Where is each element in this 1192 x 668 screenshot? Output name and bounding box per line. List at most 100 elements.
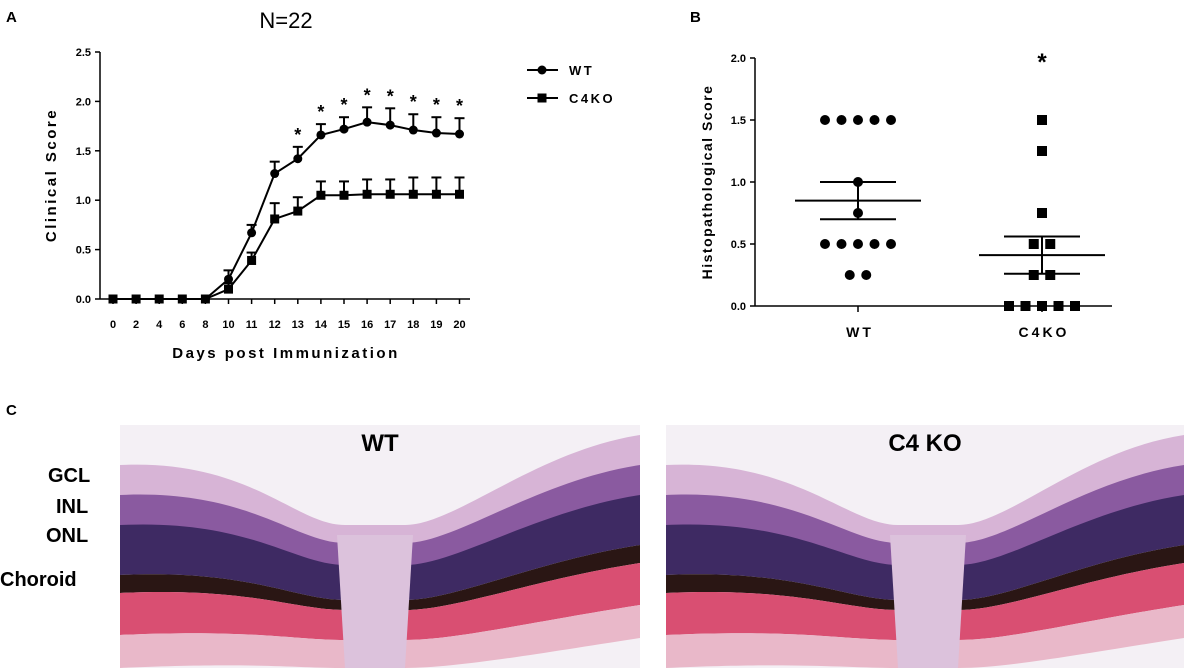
chart-a-point-wt: [362, 117, 372, 127]
chart-a-x-tick-label: 0: [110, 319, 116, 331]
chart-a-y-tick-label: 0.5: [76, 245, 91, 257]
chart-b-point-wt: [820, 239, 830, 249]
legend-marker-c4ko: [537, 93, 547, 103]
chart-a-point-wt: [431, 128, 441, 138]
chart-a-point-wt: [339, 124, 349, 134]
chart-b-y-tick-label: 0.0: [731, 301, 746, 313]
chart-a-point-c4ko: [154, 294, 164, 304]
chart-a-x-tick-label: 14: [315, 319, 328, 331]
chart-b-y-tick-label: 1.0: [731, 177, 746, 189]
chart-b-point-c4ko: [1020, 301, 1031, 311]
chart-a-point-c4ko: [247, 255, 257, 265]
chart-a-x-tick-label: 17: [384, 319, 396, 331]
chart-a-point-c4ko: [108, 294, 118, 304]
chart-a-x-tick-label: 16: [361, 319, 373, 331]
chart-a-significance-star: *: [410, 92, 417, 112]
histology-onl-layer-c4ko: [666, 495, 1184, 600]
chart-a-y-tick-label: 1.5: [76, 146, 91, 158]
charts-svg: A B N=22 0.0 0.5 1.0 1.5 2.0 2.5 0 2 4 6 8 10 11 12 13 1…: [6, 8, 1112, 362]
chart-b-point-wt: [886, 239, 896, 249]
chart-a-point-c4ko: [293, 206, 303, 216]
chart-a-y-tick-label: 2.5: [76, 47, 91, 59]
chart-a-point-wt: [316, 130, 326, 140]
panel-label-c: C: [6, 402, 17, 419]
histology-title-wt: WT: [361, 430, 399, 457]
chart-b-point-c4ko: [1028, 270, 1039, 280]
chart-a-point-wt: [293, 154, 303, 164]
chart-b-point-wt: [869, 115, 880, 125]
chart-a-x-axis-label: Days post Immunization: [172, 345, 400, 362]
chart-a-point-c4ko: [455, 189, 464, 199]
histology-choroid-layer-c4ko: [666, 563, 1184, 640]
chart-a-x-tick-label: 2: [133, 319, 139, 331]
chart-a-x-tick-label: 11: [246, 319, 258, 331]
chart-a-point-c4ko: [316, 190, 326, 200]
chart-b-point-c4ko: [1037, 301, 1047, 311]
chart-a-point-c4ko: [362, 189, 372, 199]
chart-b-point-c4ko: [1070, 301, 1080, 311]
chart-a-significance-star: *: [433, 95, 440, 115]
chart-a-point-wt: [270, 169, 280, 179]
chart-b-significance-star: *: [1037, 49, 1047, 76]
chart-a-point-wt: [247, 228, 257, 238]
histology-rpe-layer-wt: [120, 545, 640, 610]
histology-choroid-layer-wt: [120, 563, 640, 640]
chart-a-point-c4ko: [385, 189, 395, 199]
chart-b-y-tick-label: 1.5: [731, 115, 746, 127]
chart-a-significance-star: *: [456, 96, 463, 116]
layer-label-choroid: Choroid: [0, 569, 77, 591]
chart-a-point-c4ko: [270, 214, 280, 224]
chart-a-x-tick-label: 12: [269, 319, 281, 331]
chart-a-y-tick-label: 0.0: [76, 294, 91, 306]
histology-rpe-layer-c4ko: [666, 545, 1184, 610]
chart-a-point-wt: [224, 274, 233, 284]
chart-a-point-c4ko: [339, 190, 349, 200]
chart-a-y-tick-label: 2.0: [76, 96, 91, 108]
legend-label-c4ko: C4KO: [569, 91, 615, 106]
clinical-score-chart: N=22 0.0 0.5 1.0 1.5 2.0 2.5 0 2 4 6 8 10 11 12 13 14 15 1…: [43, 8, 615, 362]
chart-a-point-c4ko: [177, 294, 187, 304]
chart-a-x-tick-label: 15: [338, 319, 350, 331]
chart-a-title: N=22: [259, 8, 312, 33]
layer-label-onl: ONL: [46, 525, 89, 547]
chart-b-point-wt: [820, 115, 830, 125]
chart-a-x-tick-label: 8: [202, 319, 208, 331]
histology-sclera-layer-c4ko: [666, 605, 1184, 668]
chart-a-y-tick-label: 1.0: [76, 195, 91, 207]
chart-b-point-wt: [836, 239, 847, 249]
chart-a-x-tick-label: 10: [222, 319, 234, 331]
histology-optic-nerve-c4ko: [890, 535, 966, 668]
chart-a-point-c4ko: [224, 284, 233, 294]
histology-optic-nerve-wt: [337, 535, 413, 668]
histology-onl-layer-wt: [120, 495, 640, 600]
chart-a-significance-star: *: [387, 86, 394, 106]
chart-a-x-tick-label: 18: [407, 319, 419, 331]
chart-b-point-c4ko: [1037, 208, 1047, 218]
chart-b-x-tick-label: WT: [846, 324, 874, 340]
chart-a-point-c4ko: [131, 294, 141, 304]
chart-b-point-c4ko: [1037, 146, 1047, 156]
chart-a-point-c4ko: [200, 294, 210, 304]
chart-a-point-c4ko: [431, 189, 441, 199]
chart-b-point-wt: [836, 115, 847, 125]
chart-b-y-axis-label: Histopathological Score: [699, 85, 715, 280]
chart-a-x-tick-label: 4: [156, 319, 163, 331]
legend-label-wt: WT: [569, 63, 594, 78]
chart-b-point-c4ko: [1028, 239, 1039, 249]
chart-b-point-c4ko: [1004, 301, 1014, 311]
chart-a-significance-star: *: [364, 85, 371, 105]
chart-a-point-c4ko: [408, 189, 418, 199]
chart-a-x-tick-label: 13: [292, 319, 304, 331]
layer-label-inl: INL: [56, 496, 89, 518]
chart-b-y-tick-label: 2.0: [731, 53, 746, 65]
chart-a-series-line-wt: [113, 121, 460, 300]
histology-image-c4ko: [666, 425, 1184, 668]
chart-b-y-tick-label: 0.5: [731, 239, 746, 251]
histology-sclera-layer-wt: [120, 605, 640, 668]
chart-a-x-tick-label: 20: [453, 319, 465, 331]
layer-label-gcl: GCL: [48, 465, 91, 487]
histology-title-c4ko: C4 KO: [888, 430, 962, 457]
legend-marker-wt: [537, 65, 547, 75]
chart-b-x-tick-label: C4KO: [1019, 324, 1070, 340]
chart-b-point-wt: [853, 239, 863, 249]
